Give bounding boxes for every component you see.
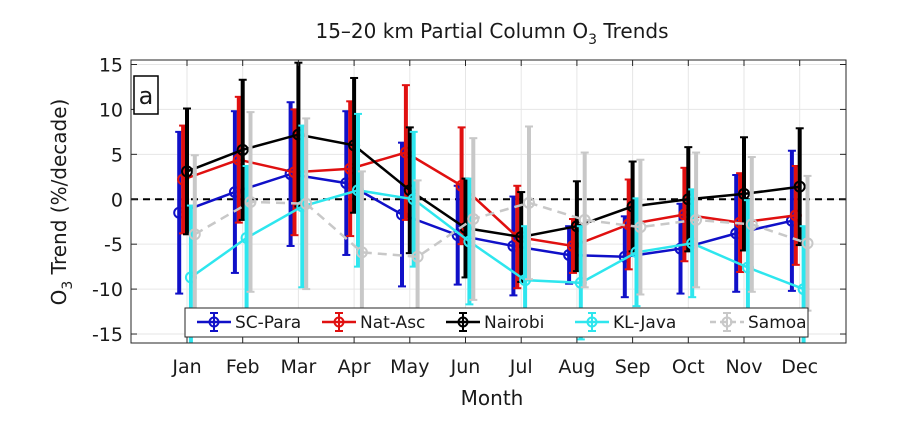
panel-label-box: a [133, 75, 159, 115]
y-tick-label: 5 [111, 144, 123, 166]
data-point [738, 187, 750, 200]
legend-item-nat-asc: Nat-Asc [322, 312, 425, 333]
data-point [578, 213, 591, 226]
legend-label: Samoa [748, 313, 807, 333]
data-point [634, 221, 647, 234]
y-axis-title: O3 Trend (%/decade) [47, 99, 76, 306]
data-point [300, 197, 313, 210]
legend-label: Nairobi [484, 313, 544, 333]
x-tick-label: Jan [171, 356, 201, 378]
data-series [173, 61, 814, 343]
x-axis-title: Month [461, 386, 524, 410]
x-tick-label: Sep [615, 356, 651, 378]
legend-marker [333, 316, 345, 328]
data-point [355, 246, 368, 259]
chart-title-subscript: 3 [588, 32, 597, 48]
x-tick-label: May [390, 356, 429, 378]
x-tick-label: Oct [672, 356, 705, 378]
axis-ticks: -15 -10 -5 0 5 10 15 Jan Feb Mar Apr May Jun Jul Aug Se… [92, 54, 846, 378]
legend-label: SC-Para [235, 313, 301, 333]
y-tick-label: -15 [92, 324, 123, 346]
x-tick-label: Aug [558, 356, 595, 378]
series-line [194, 200, 808, 259]
data-point [181, 165, 193, 178]
x-tick-label: Feb [226, 356, 260, 378]
legend-item-samoa: Samoa [710, 312, 807, 333]
legend-marker [208, 316, 220, 328]
y-tick-label: 15 [99, 54, 123, 76]
series-samoa [188, 111, 814, 335]
legend-marker [721, 316, 733, 328]
legend-label: KL-Java [613, 313, 676, 333]
data-point [236, 143, 249, 156]
y-tick-label: -5 [104, 234, 123, 256]
data-point [411, 250, 424, 263]
x-tick-label: Jun [450, 356, 481, 378]
data-point [244, 195, 257, 208]
legend-item-nairobi: Nairobi [446, 312, 544, 333]
panel-label: a [139, 82, 154, 110]
data-point [188, 228, 201, 241]
x-tick-label: Nov [725, 356, 762, 378]
y-axis-title-subscript: 3 [60, 281, 76, 290]
data-point [467, 213, 480, 226]
x-tick-label: Apr [338, 356, 371, 378]
data-point [522, 196, 535, 209]
legend-box [184, 307, 809, 338]
x-tick-label: Jul [509, 356, 533, 378]
data-point [801, 237, 814, 250]
x-tick-label: Dec [781, 356, 818, 378]
series-line [190, 189, 805, 291]
legend-marker [586, 316, 598, 328]
legend-marker [457, 316, 469, 328]
plot-frame [130, 59, 847, 344]
legend-label: Nat-Asc [360, 313, 425, 333]
y-tick-label: -10 [92, 279, 123, 301]
legend-item-kl-java: KL-Java [575, 312, 676, 333]
data-point [793, 180, 806, 193]
y-tick-label: 10 [99, 99, 123, 121]
legend: SC-Para Nat-Asc Nairobi KL-Java Samoa [184, 307, 809, 338]
data-point [745, 218, 758, 231]
x-tick-label: Mar [280, 356, 316, 378]
chart-title: 15–20 km Partial Column O3 Trends [315, 19, 668, 48]
data-point [690, 213, 703, 226]
legend-item-sc-para: SC-Para [197, 312, 301, 333]
y-tick-label: 0 [111, 189, 123, 211]
